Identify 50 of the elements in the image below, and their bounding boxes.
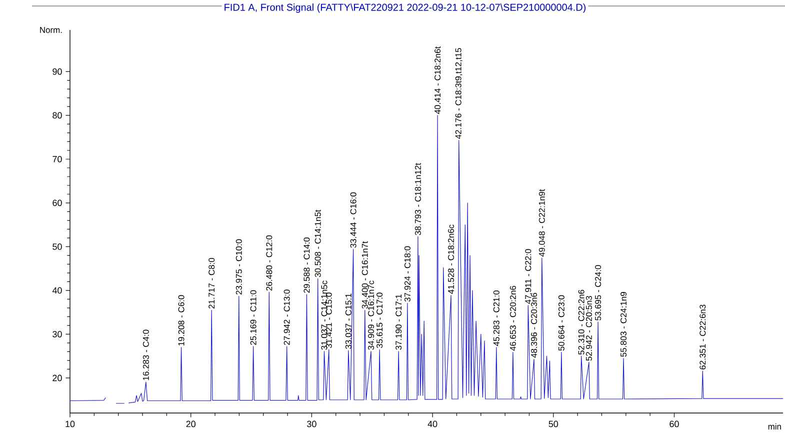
annotation: 38.793 - C18:1n12t	[414, 162, 421, 236]
annotation: 50.664 - C23:0	[558, 295, 564, 351]
annotation: 47.911 - C22:0	[525, 249, 532, 304]
x-tick-label: 60	[670, 420, 679, 428]
annotation: 35.615 - C17:0	[376, 292, 383, 348]
y-tick-label: 20	[52, 374, 62, 382]
annotation: 27.942 - C13:0	[284, 290, 290, 345]
annotation: 26.480 - C12:0	[266, 235, 272, 291]
annotation: 55.803 - C24:1n9	[620, 292, 627, 357]
annotation: 34.400 - C16:1n7t	[362, 241, 368, 309]
annotation: 31.421 - C15:0	[326, 292, 332, 348]
x-tick-label: 50	[548, 420, 558, 428]
y-tick-label: 70	[52, 156, 62, 162]
x-tick-label: 30	[307, 420, 316, 428]
y-tick-label: 80	[52, 112, 62, 119]
y-tick-label: 60	[52, 200, 62, 206]
y-axis-title: Norm.	[40, 27, 62, 33]
y-tick-label: 30	[52, 331, 62, 338]
annotation: 37.190 - C17:1	[396, 294, 402, 350]
annotation: 31.037 - C14:1n5c	[321, 280, 328, 350]
annotation: 45.283 - C21:0	[493, 290, 500, 346]
annotation: 41.528 - C18:2n6c	[448, 224, 454, 294]
annotation: 53.695 - C24:0	[595, 265, 602, 320]
annotation: 30.508 - C14:1n5t	[314, 210, 321, 278]
annotation: 62.351 - C22:6n3	[700, 304, 706, 370]
x-tick-label: 40	[428, 420, 438, 428]
x-tick-label: 10	[66, 420, 75, 428]
annotation: 25.169 - C11:0	[250, 290, 256, 345]
annotation: 23.975 - C10:0	[236, 239, 242, 295]
annotation: 42.176 - C18:3t9,t12,t15	[455, 48, 462, 139]
annotation: 16.283 - C4:0	[142, 330, 149, 380]
annotation: 46.653 - C20:2n6	[510, 286, 516, 351]
annotation: 49.048 - C22:1n9t	[538, 189, 545, 257]
y-tick-label: 40	[52, 287, 62, 294]
annotation: 29.588 - C14:0	[304, 238, 310, 293]
annotation: 40.414 - C18:2n6t	[434, 46, 441, 114]
annotation: 33.037 - C15:1	[345, 294, 352, 349]
x-axis-title: min	[768, 423, 781, 430]
annotation: 33.444 - C16:0	[350, 192, 356, 248]
annotation: 34.909 - C16:1n7c	[368, 280, 374, 350]
annotation: 21.717 - C8:0	[208, 258, 215, 309]
annotation: 52.942 - C20:5n3	[586, 296, 592, 361]
annotation: 52.310 - C22:2n6	[578, 290, 584, 355]
annotation: 48.396 - C20:3n6	[531, 292, 537, 358]
chart-title: FID1 A, Front Signal (FATTY\FAT220921 2022-09-21 10-12-07\SEP210000004.D)	[224, 4, 586, 13]
x-tick-label: 20	[186, 420, 196, 428]
y-tick-label: 90	[52, 68, 62, 75]
annotation: 37.924 - C18:0	[404, 246, 410, 302]
annotation: 19.208 - C6:0	[178, 295, 184, 346]
y-tick-label: 50	[52, 243, 62, 250]
